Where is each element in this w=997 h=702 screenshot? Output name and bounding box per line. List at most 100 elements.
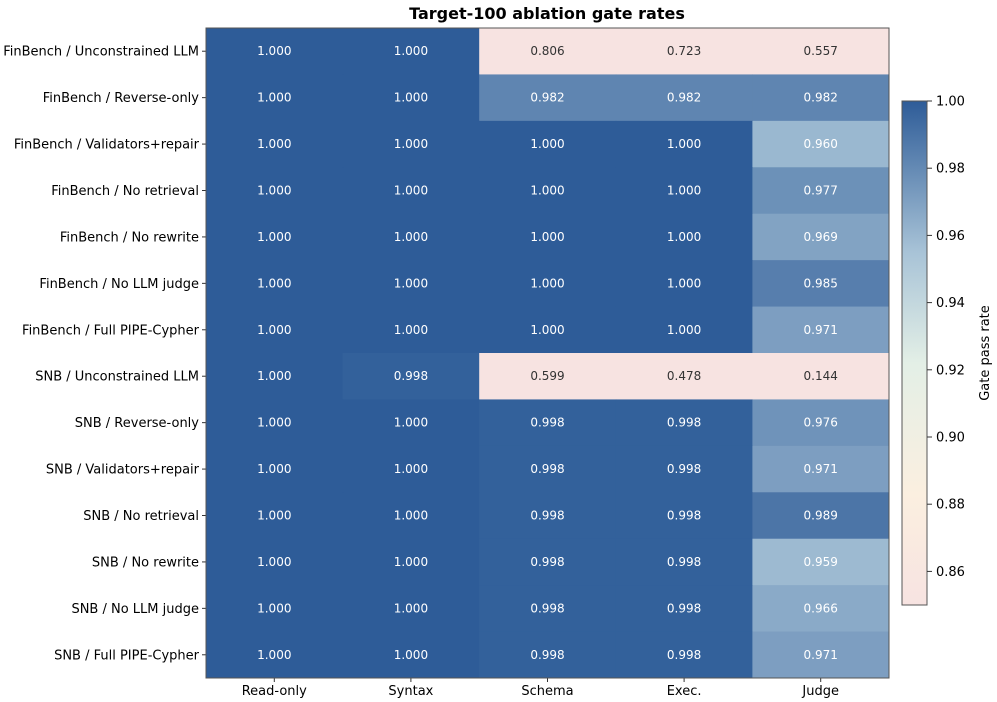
cell-value-label: 1.000 [394, 230, 428, 244]
y-tick-label-finbench-full-pipe-cypher: FinBench / Full PIPE-Cypher [22, 323, 200, 338]
heatmap-cell-r1-c3 [615, 74, 753, 122]
cell-value-label: 0.998 [530, 648, 564, 662]
cell-value-label: 1.000 [257, 184, 291, 198]
heatmap-cell-r0-c4 [752, 28, 890, 75]
heatmap-cell-r12-c2 [479, 585, 617, 633]
cell-value-label: 0.998 [530, 601, 564, 615]
heatmap-cell-r7-c3 [615, 353, 753, 400]
cell-value-label: 1.000 [667, 230, 701, 244]
cell-value-label: 1.000 [257, 648, 291, 662]
cell-value-label: 0.989 [804, 509, 838, 523]
cell-value-label: 0.998 [530, 509, 564, 523]
heatmap-cell-r5-c1 [342, 260, 480, 308]
cell-value-label: 0.982 [804, 91, 838, 105]
x-tick-label-syntax: Syntax [388, 684, 433, 699]
y-tick-label-finbench-no-retrieval: FinBench / No retrieval [51, 184, 199, 199]
cell-value-label: 1.000 [667, 323, 701, 337]
colorbar-tick-label: 0.96 [936, 229, 965, 244]
heatmap-cell-r11-c1 [342, 538, 480, 586]
cell-value-label: 0.998 [530, 555, 564, 569]
heatmap-cell-r11-c0 [206, 538, 344, 586]
heatmap-cell-r8-c4 [752, 399, 890, 447]
heatmap-cell-r9-c1 [342, 445, 480, 493]
heatmap-cell-r10-c3 [615, 492, 753, 540]
y-tick-label-snb-unconstrained-llm: SNB / Unconstrained LLM [35, 370, 199, 385]
heatmap-cell-r7-c4 [752, 353, 890, 400]
heatmap-cell-r0-c2 [479, 28, 617, 75]
y-tick-label-finbench-no-rewrite: FinBench / No rewrite [60, 230, 199, 245]
row-labels: FinBench / Unconstrained LLM FinBench / R… [3, 45, 206, 663]
cell-value-label: 0.806 [530, 44, 564, 58]
heatmap-cell-r2-c0 [206, 120, 344, 168]
cell-value-label: 1.000 [530, 137, 564, 151]
cell-value-label: 0.971 [804, 648, 838, 662]
heatmap-cell-r9-c2 [479, 445, 617, 493]
cell-value-label: 1.000 [667, 184, 701, 198]
x-tick-label-judge: Judge [801, 684, 839, 699]
cell-value-label: 1.000 [257, 462, 291, 476]
colorbar: 0.86 0.88 0.90 0.92 0.94 0.96 0.98 1.00 Gate pas… [901, 95, 993, 606]
heatmap-cell-r6-c0 [206, 306, 344, 354]
cell-value-label: 0.998 [530, 416, 564, 430]
cell-value-label: 1.000 [530, 276, 564, 290]
heatmap-cell-r2-c3 [615, 120, 753, 168]
cell-value-label: 1.000 [257, 91, 291, 105]
cell-value-label: 0.723 [667, 44, 701, 58]
heatmap-cell-r3-c4 [752, 167, 890, 215]
heatmap-cell-r2-c2 [479, 120, 617, 168]
heatmap-cell-r7-c2 [479, 353, 617, 400]
cell-value-label: 1.000 [530, 230, 564, 244]
cell-value-label: 1.000 [394, 416, 428, 430]
cell-value-label: 1.000 [394, 276, 428, 290]
heatmap-cell-r2-c1 [342, 120, 480, 168]
y-tick-label-snb-no-retrieval: SNB / No retrieval [83, 509, 199, 524]
column-labels: Read-only Syntax Schema Exec. Judge [242, 678, 839, 699]
cell-value-label: 0.599 [530, 369, 564, 383]
cell-value-label: 1.000 [394, 323, 428, 337]
cell-value-label: 0.998 [667, 648, 701, 662]
heatmap-cell-r10-c1 [342, 492, 480, 540]
heatmap-cell-r6-c2 [479, 306, 617, 354]
x-tick-label-schema: Schema [521, 684, 573, 699]
cell-value-label: 1.000 [394, 44, 428, 58]
heatmap-cell-r4-c4 [752, 213, 890, 261]
cell-value-label: 1.000 [257, 601, 291, 615]
heatmap-cell-r10-c4 [752, 492, 890, 540]
cell-value-label: 0.971 [804, 323, 838, 337]
colorbar-label: Gate pass rate [978, 305, 993, 401]
cell-value-label: 1.000 [394, 601, 428, 615]
heatmap-cell-r5-c2 [479, 260, 617, 308]
x-tick-label-read-only: Read-only [242, 684, 307, 699]
cell-value-label: 1.000 [667, 137, 701, 151]
cell-value-label: 1.000 [530, 184, 564, 198]
heatmap-cell-r8-c3 [615, 399, 753, 447]
heatmap-cell-r5-c4 [752, 260, 890, 308]
heatmap-cell-r0-c3 [615, 28, 753, 75]
cell-value-label: 0.969 [804, 230, 838, 244]
heatmap-cell-r6-c3 [615, 306, 753, 354]
colorbar-tick-label: 1.00 [936, 95, 965, 110]
colorbar-tick-label: 0.88 [936, 498, 965, 513]
cell-value-label: 0.144 [804, 369, 838, 383]
cell-value-label: 1.000 [257, 276, 291, 290]
y-tick-label-finbench-no-llm-judge: FinBench / No LLM judge [39, 277, 199, 292]
cell-value-label: 0.998 [667, 601, 701, 615]
heatmap-cell-r6-c1 [342, 306, 480, 354]
heatmap-cell-r4-c0 [206, 213, 344, 261]
heatmap-cell-r7-c1 [342, 353, 480, 400]
colorbar-tick-label: 0.92 [936, 363, 965, 378]
cell-value-label: 1.000 [394, 509, 428, 523]
heatmap-cell-r4-c2 [479, 213, 617, 261]
cell-value-label: 1.000 [257, 369, 291, 383]
heatmap-cell-r3-c3 [615, 167, 753, 215]
heatmap-cell-r4-c1 [342, 213, 480, 261]
heatmap-cell-r10-c0 [206, 492, 344, 540]
cell-value-label: 0.982 [530, 91, 564, 105]
heatmap-cell-r3-c2 [479, 167, 617, 215]
cell-value-label: 0.976 [804, 416, 838, 430]
heatmap-cell-r8-c2 [479, 399, 617, 447]
y-tick-label-snb-validators-repair: SNB / Validators+repair [46, 463, 200, 478]
cell-value-label: 1.000 [257, 555, 291, 569]
cell-value-label: 0.998 [394, 369, 428, 383]
